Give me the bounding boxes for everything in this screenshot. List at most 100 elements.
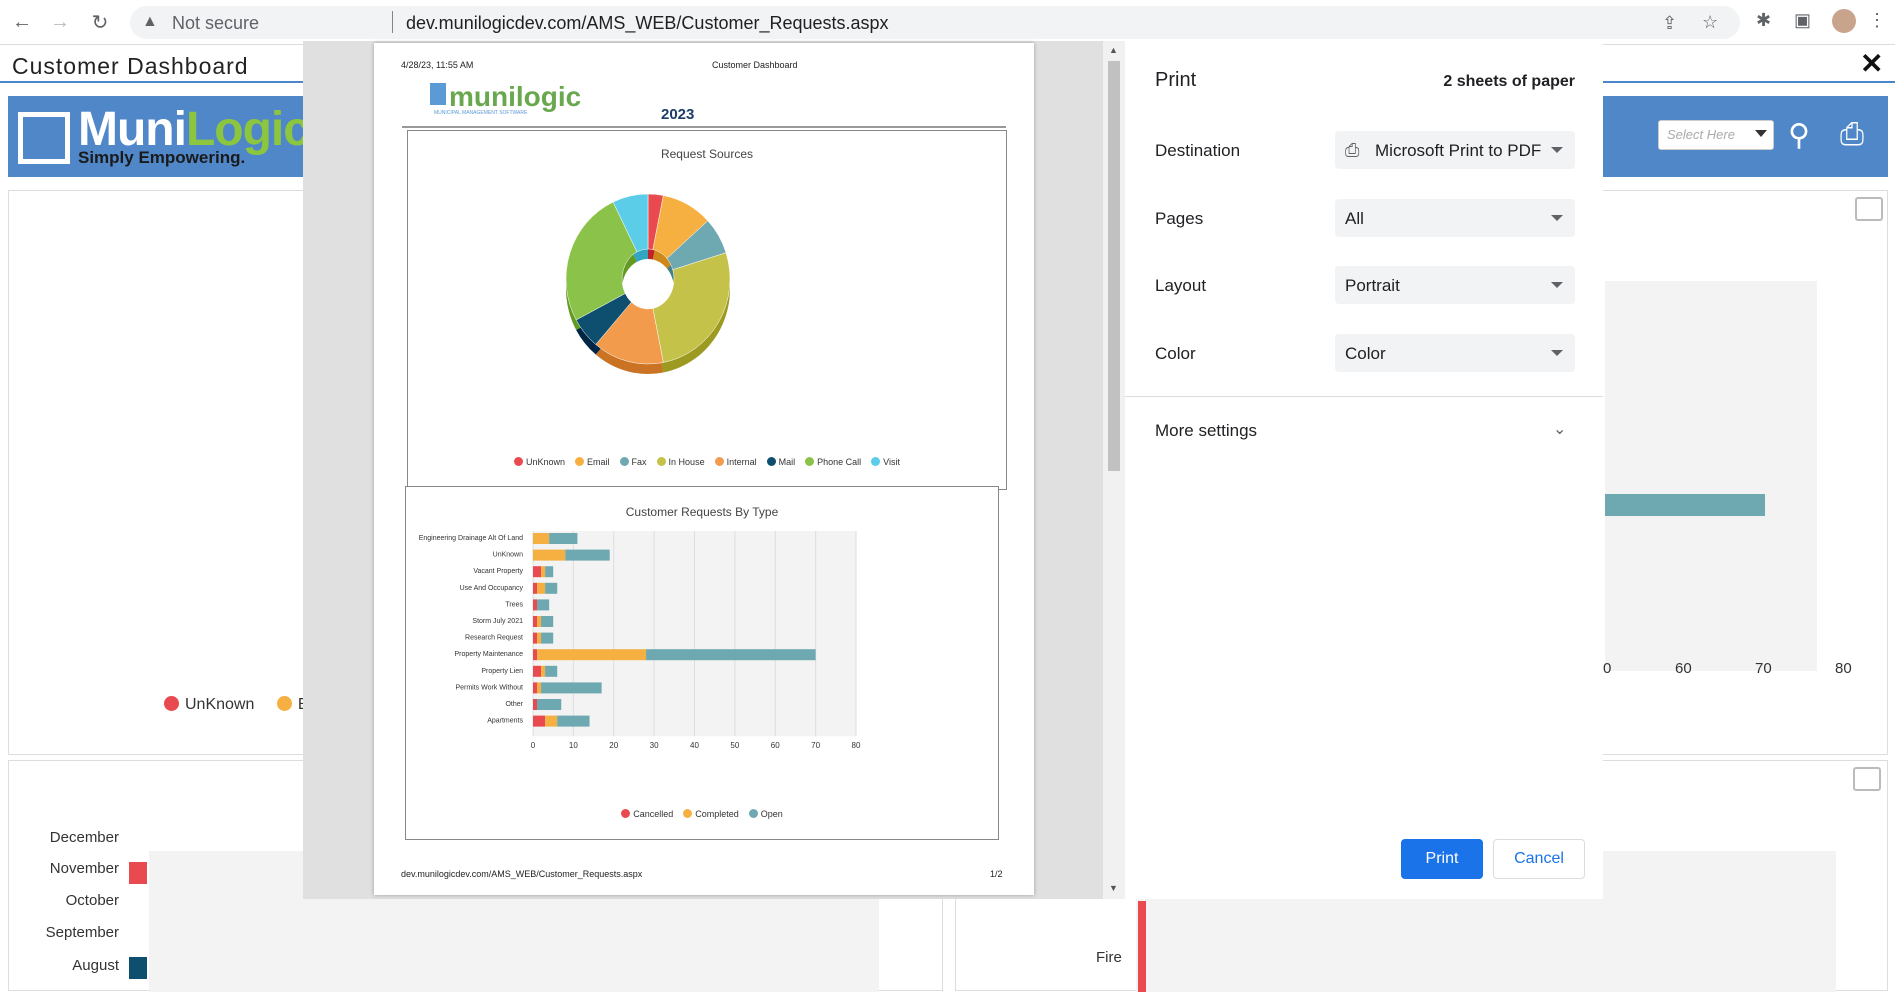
extensions-icon[interactable]: ✱ — [1756, 10, 1772, 30]
bar-segment[interactable] — [533, 649, 538, 661]
share-icon[interactable]: ⇪ — [1662, 13, 1678, 33]
legend-item[interactable]: Phone Call — [805, 457, 861, 467]
bar-segment[interactable] — [533, 582, 538, 594]
preview-logo: munilogic — [449, 81, 582, 112]
bar-segment[interactable] — [533, 599, 538, 611]
printer-icon[interactable]: ⎙ — [1840, 118, 1864, 151]
legend-label: UnKnown — [525, 457, 566, 467]
bg-legend-item[interactable]: UnKnown — [164, 696, 254, 713]
legend-item[interactable]: Fax — [619, 457, 647, 467]
funnel-filter-icon[interactable]: ⚲ — [1788, 119, 1810, 152]
color-value: Color — [1345, 344, 1386, 363]
bar-segment[interactable] — [541, 682, 602, 694]
more-settings-toggle[interactable]: More settings ⌄ — [1125, 409, 1603, 455]
scroll-up-icon[interactable]: ▲ — [1109, 45, 1118, 55]
address-bar[interactable]: ▲ Not secure dev.munilogicdev.com/AMS_WE… — [130, 6, 1740, 39]
bar-segment[interactable] — [549, 533, 578, 544]
x-tick-label: 80 — [852, 741, 861, 750]
bar-segment[interactable] — [533, 533, 550, 544]
legend-item[interactable]: Mail — [766, 457, 795, 467]
legend-item[interactable]: Cancelled — [621, 809, 673, 819]
chevron-down-icon — [1551, 215, 1563, 221]
bar-segment[interactable] — [545, 665, 558, 677]
bar-segment[interactable] — [545, 582, 558, 594]
bar-segment[interactable] — [533, 715, 546, 727]
warning-icon[interactable]: ▲ — [142, 13, 158, 30]
bar-segment[interactable] — [557, 715, 590, 727]
bar-segment[interactable] — [533, 665, 542, 677]
bar-segment[interactable] — [541, 632, 554, 644]
url-text[interactable]: dev.munilogicdev.com/AMS_WEB/Customer_Re… — [406, 13, 889, 33]
legend-item[interactable]: Visit — [871, 457, 900, 467]
export-icon[interactable] — [1855, 197, 1883, 221]
bar-segment[interactable] — [545, 715, 558, 727]
export-icon[interactable] — [1853, 767, 1881, 791]
axis-tick: 70 — [1755, 660, 1772, 677]
pie-slice[interactable] — [612, 193, 649, 253]
legend-item[interactable]: In House — [656, 457, 705, 467]
bar-segment[interactable] — [537, 649, 647, 661]
close-icon[interactable]: ✕ — [1860, 48, 1884, 79]
bar-segment[interactable] — [533, 682, 538, 694]
bar-segment[interactable] — [533, 616, 538, 627]
bar-segment[interactable] — [533, 566, 542, 578]
bar-segment[interactable] — [537, 699, 562, 710]
category-label: Research Request — [465, 635, 523, 642]
print-preview-area: 4/28/23, 11:55 AM Customer Dashboard mun… — [303, 41, 1125, 899]
bar-segment[interactable] — [646, 649, 816, 661]
legend-dot-icon — [621, 809, 631, 818]
preview-scrollbar[interactable]: ▲ ▼ — [1103, 41, 1125, 899]
back-icon[interactable]: ← — [12, 10, 32, 33]
bar-segment[interactable] — [533, 632, 538, 644]
legend-item[interactable]: Email — [575, 457, 610, 467]
bar-segment[interactable] — [541, 566, 546, 578]
legend-dot-icon — [805, 457, 815, 466]
bar-segment[interactable] — [537, 682, 542, 694]
cancel-button[interactable]: Cancel — [1493, 839, 1585, 879]
filter-select[interactable]: Select Here — [1658, 120, 1774, 150]
bg-grid — [1605, 281, 1817, 671]
pages-select[interactable]: All — [1335, 199, 1575, 237]
pie-slice[interactable] — [652, 252, 731, 363]
bar-segment[interactable] — [565, 549, 610, 561]
color-select[interactable]: Color — [1335, 334, 1575, 372]
logo-muni: Muni — [78, 103, 187, 156]
legend-dot-icon — [766, 457, 776, 466]
print-dialog-title: Print — [1155, 69, 1197, 91]
legend-item[interactable]: Internal — [714, 457, 757, 467]
star-icon[interactable]: ☆ — [1702, 12, 1719, 32]
scroll-down-icon[interactable]: ▼ — [1109, 883, 1118, 893]
legend-item[interactable]: Completed — [683, 809, 739, 819]
bar-segment[interactable] — [541, 616, 554, 627]
legend-label: Visit — [883, 457, 900, 467]
profile-avatar[interactable] — [1832, 9, 1856, 33]
side-panel-icon[interactable]: ▣ — [1794, 10, 1812, 30]
menu-icon[interactable]: ⋮ — [1868, 10, 1886, 30]
forward-icon[interactable]: → — [50, 10, 70, 33]
scroll-thumb[interactable] — [1108, 61, 1120, 471]
legend-item[interactable]: Open — [748, 809, 783, 819]
bar-segment[interactable] — [537, 599, 550, 611]
pie-slice[interactable] — [565, 201, 638, 321]
legend-label: Internal — [726, 457, 757, 467]
bar-segment[interactable] — [537, 582, 546, 594]
bar-segment[interactable] — [537, 616, 542, 627]
logo-tagline: Simply Empowering. — [78, 148, 246, 167]
preview-page: 4/28/23, 11:55 AM Customer Dashboard mun… — [374, 43, 1034, 895]
legend-item[interactable]: UnKnown — [513, 457, 566, 467]
destination-select[interactable]: ⎙ Microsoft Print to PDF — [1335, 131, 1575, 169]
reload-icon[interactable]: ↻ — [91, 11, 109, 34]
bar-segment[interactable] — [533, 549, 566, 561]
bar-segment[interactable] — [545, 566, 554, 578]
preview-logo-subtext: MUNICIPAL MANAGEMENT SOFTWARE — [434, 110, 528, 116]
bar-segment[interactable] — [533, 699, 538, 710]
bg-bar — [1138, 901, 1146, 992]
bg-legend: UnKnown Em — [164, 696, 322, 714]
bar-segment[interactable] — [537, 632, 542, 644]
layout-select[interactable]: Portrait — [1335, 266, 1575, 304]
print-button[interactable]: Print — [1401, 839, 1483, 879]
security-label[interactable]: Not secure — [172, 13, 260, 33]
bar-segment[interactable] — [541, 665, 546, 677]
destination-value: Microsoft Print to PDF — [1375, 141, 1542, 160]
legend-label: In House — [668, 457, 705, 467]
